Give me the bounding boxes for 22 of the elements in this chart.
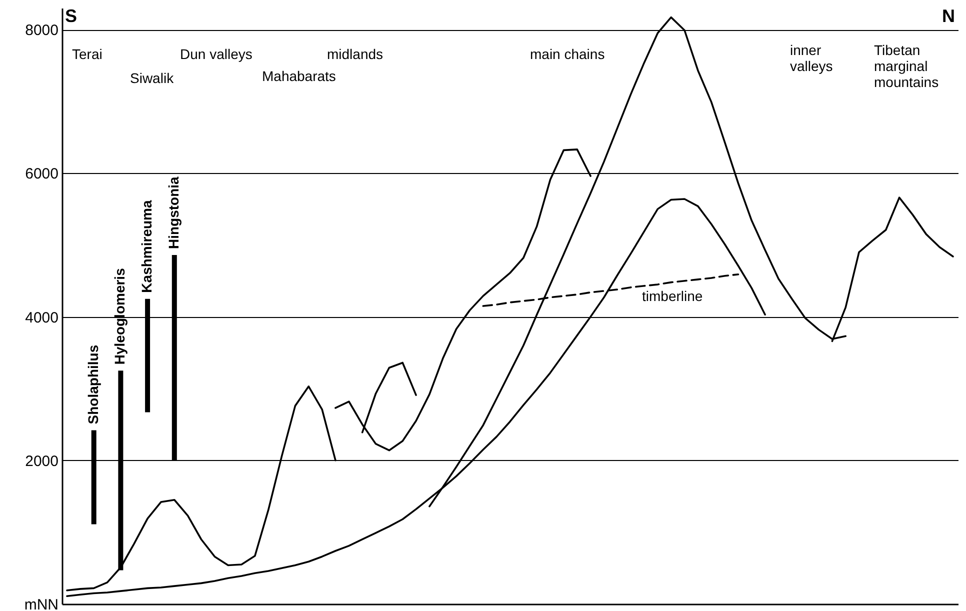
annotation: timberline (642, 288, 703, 304)
annotation: N (942, 6, 955, 26)
annotation: S (65, 6, 78, 26)
y-tick-label: 2000 (25, 452, 58, 470)
annotation: Dun valleys (180, 46, 252, 62)
text: Hingstonia (165, 176, 182, 250)
annotation: Mahabarats (262, 68, 336, 84)
annotation: inner valleys (790, 42, 833, 74)
line-series (482, 274, 740, 307)
annotation: Terai (72, 46, 102, 62)
annotation: main chains (530, 46, 605, 62)
y-tick-label: 4000 (25, 309, 58, 326)
text: Kashmireuma (138, 200, 155, 293)
annotation: Siwalik (130, 70, 175, 86)
y-tick-label: 6000 (25, 166, 58, 183)
y-tick-label: mNN (24, 596, 58, 611)
text: Sholaphilus (84, 344, 101, 424)
text: Hyleoglomeris (112, 268, 128, 365)
annotation: midlands (327, 46, 384, 62)
annotation: Tibetan marginal mountains (874, 42, 939, 90)
line-series (361, 362, 417, 434)
y-tick-label: 8000 (25, 22, 58, 40)
